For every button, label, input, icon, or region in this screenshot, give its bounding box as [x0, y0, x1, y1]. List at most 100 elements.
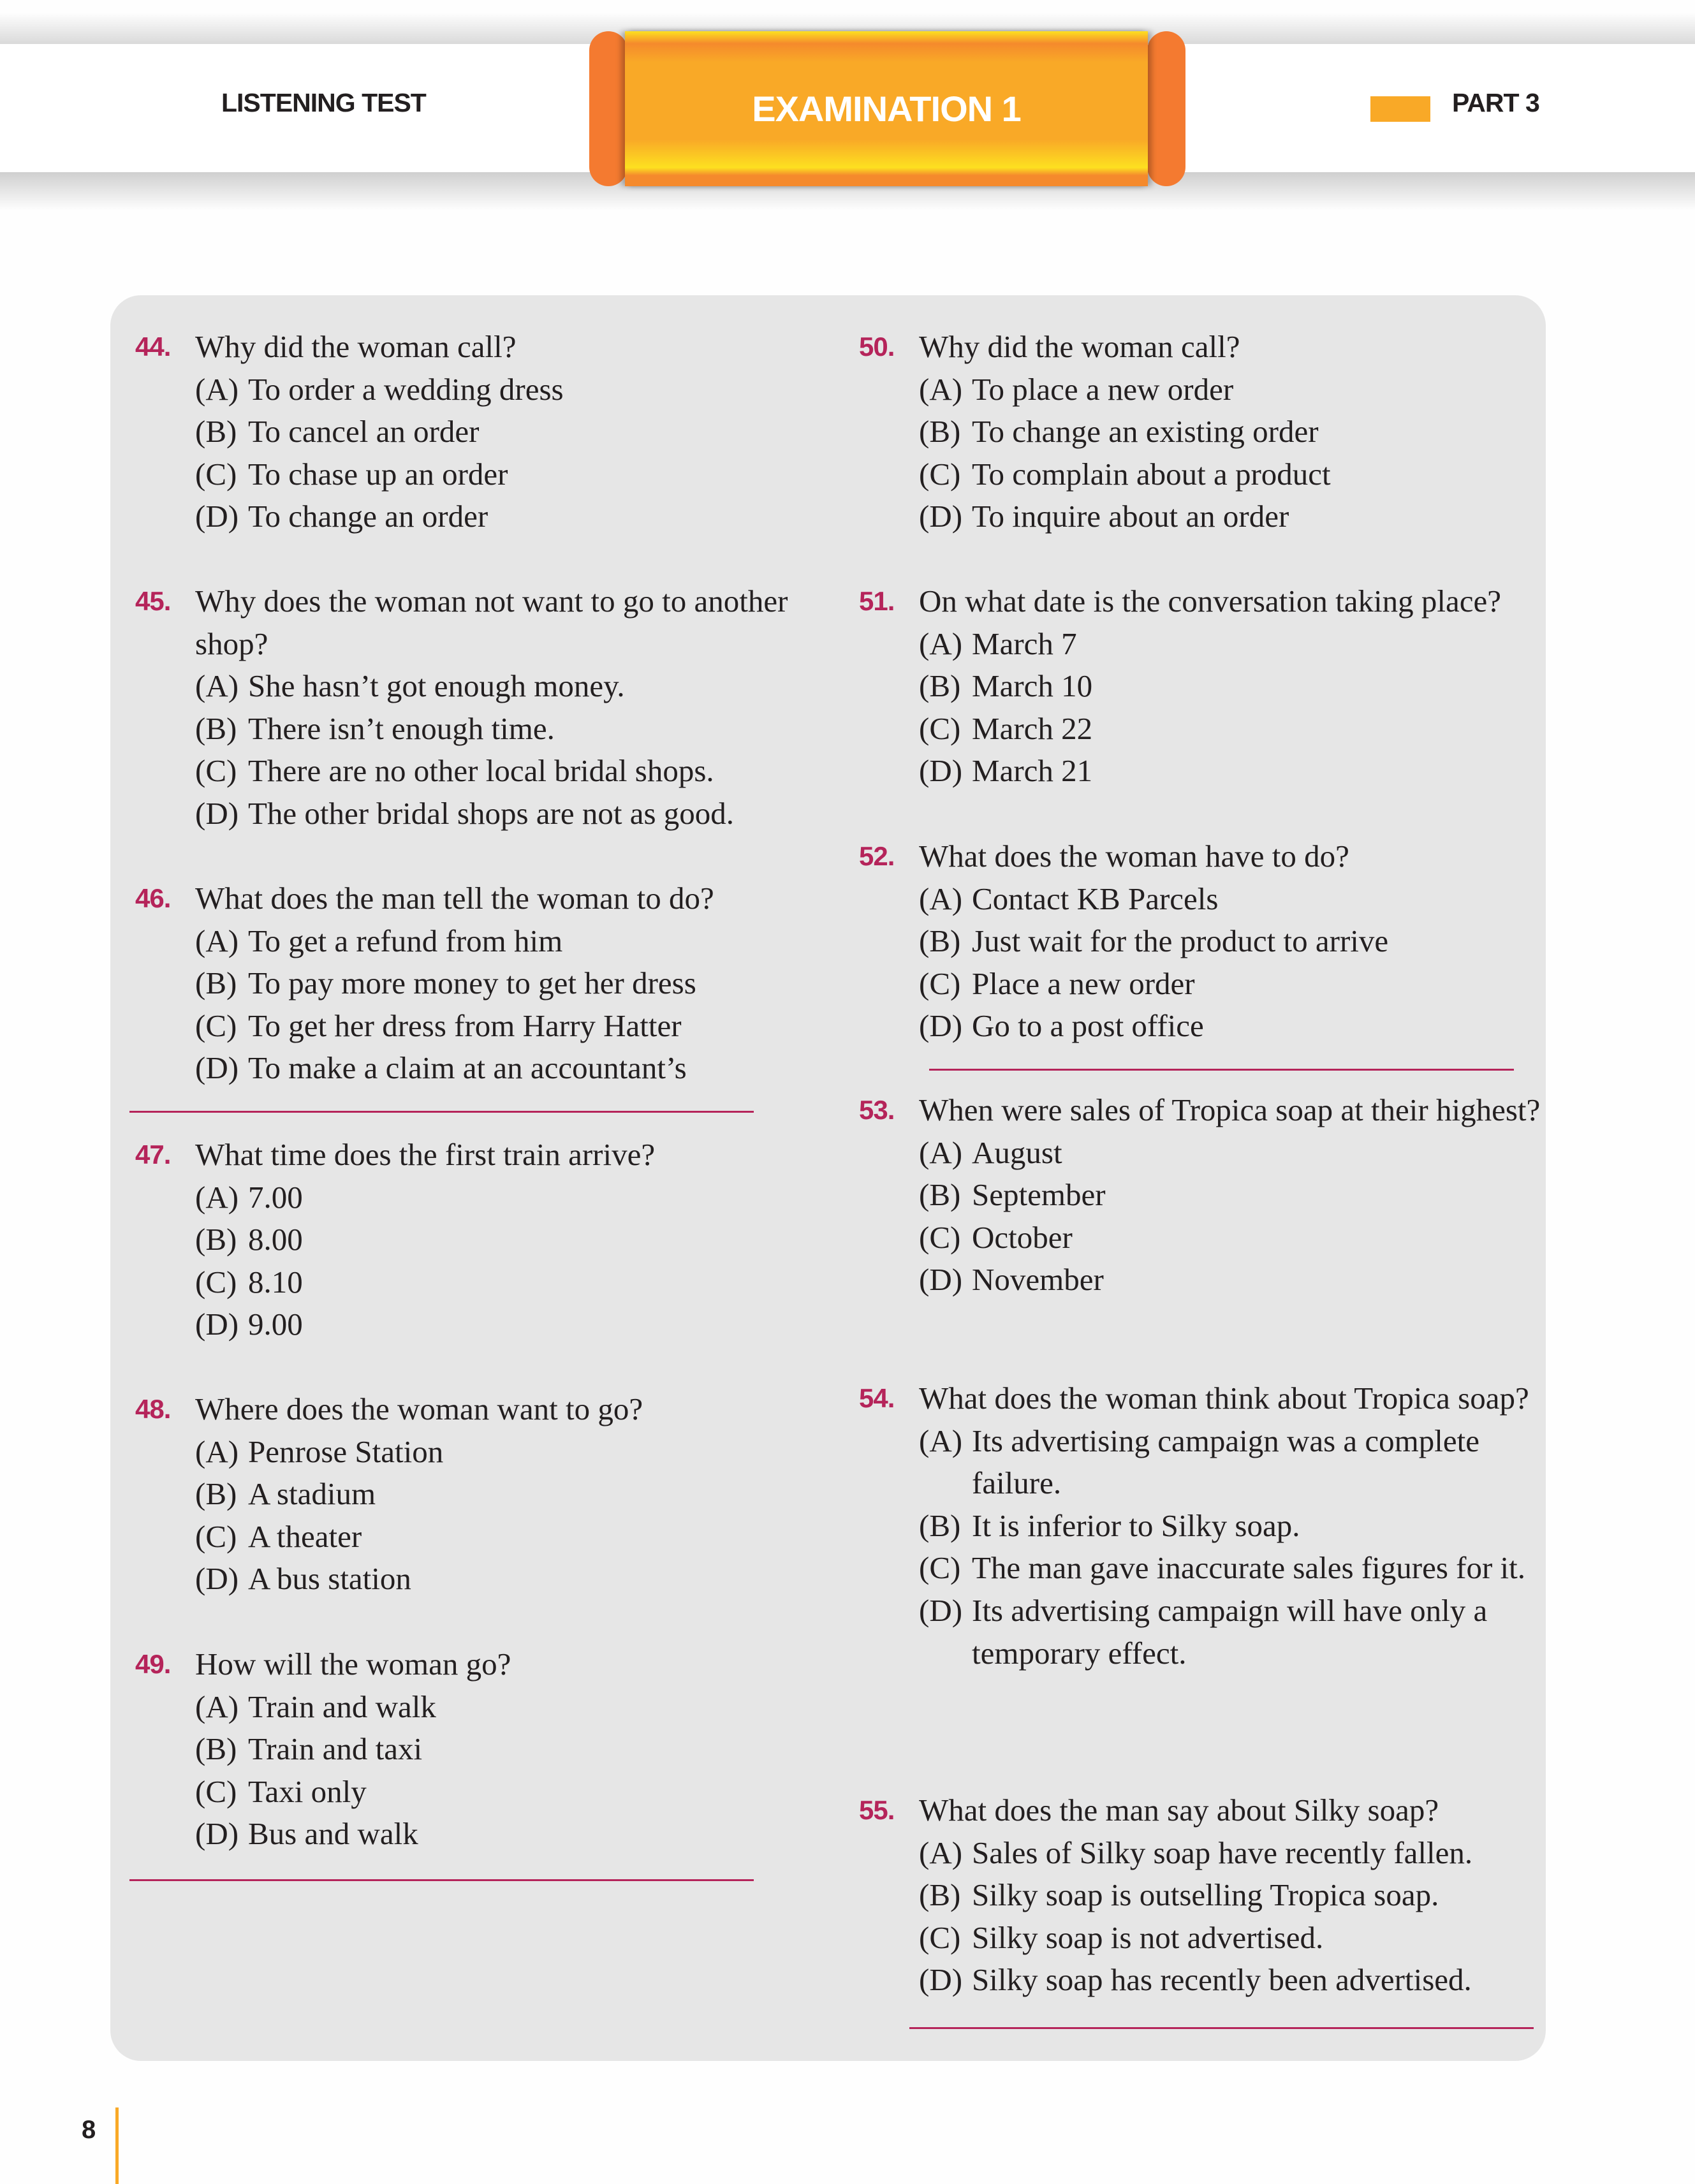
question-text: Why does the woman not want to go to ano… — [195, 583, 788, 661]
answer-option: (A) August — [919, 1132, 1548, 1175]
question-stem: 51. On what date is the conversation taki… — [859, 580, 1548, 623]
option-letter: (A) — [919, 1134, 963, 1170]
option-text: To chase up an order — [248, 456, 508, 492]
answer-option: (A) Its advertising campaign was a comple… — [919, 1420, 1548, 1505]
option-letter: (B) — [919, 668, 961, 704]
option-letter: (C) — [919, 1550, 961, 1586]
option-letter: (C) — [195, 456, 237, 492]
option-letter: (A) — [919, 1835, 963, 1870]
option-letter: (B) — [919, 1177, 961, 1213]
question-46: 46. What does the man tell the woman to d… — [135, 877, 830, 1090]
header-part: PART 3 — [1452, 88, 1540, 117]
question-text: On what date is the conversation taking … — [919, 583, 1501, 619]
option-letter: (B) — [919, 414, 961, 450]
option-letter: (D) — [195, 795, 239, 831]
option-text: March 21 — [972, 753, 1093, 789]
option-letter: (D) — [919, 1592, 963, 1628]
option-text: There isn’t enough time. — [248, 710, 555, 746]
option-text: September — [972, 1177, 1106, 1213]
answer-option: (D) March 21 — [919, 750, 1548, 793]
question-stem: 46. What does the man tell the woman to d… — [135, 877, 830, 920]
question-text: When were sales of Tropica soap at their… — [919, 1092, 1541, 1127]
option-letter: (B) — [195, 965, 237, 1001]
option-letter: (D) — [919, 753, 963, 789]
page-number-bar — [115, 2107, 119, 2184]
answer-option: (B) March 10 — [919, 665, 1548, 708]
answer-option: (C) To chase up an order — [195, 453, 830, 496]
question-49: 49. How will the woman go? (A) Train and wa… — [135, 1643, 830, 1856]
divider — [929, 1069, 1514, 1071]
part-marker — [1370, 96, 1430, 122]
answer-option: (C) Taxi only — [195, 1771, 830, 1814]
option-text: Go to a post office — [972, 1008, 1204, 1044]
option-text: November — [972, 1262, 1104, 1298]
option-letter: (D) — [195, 1307, 239, 1342]
option-letter: (D) — [919, 1008, 963, 1044]
option-text: A bus station — [248, 1561, 411, 1597]
answer-option: (A) March 7 — [919, 623, 1548, 666]
option-letter: (A) — [195, 1433, 239, 1469]
option-letter: (A) — [195, 1689, 239, 1724]
answer-option: (C) To complain about a product — [919, 453, 1548, 496]
answer-option: (B) Just wait for the product to arrive — [919, 920, 1548, 963]
question-text: Why did the woman call? — [919, 329, 1240, 364]
answer-option: (D) To make a claim at an accountant’s — [195, 1047, 830, 1090]
answer-option: (B) A stadium — [195, 1473, 830, 1516]
question-47: 47. What time does the first train arrive… — [135, 1134, 830, 1346]
option-text: A theater — [248, 1518, 362, 1554]
question-stem: 47. What time does the first train arrive… — [135, 1134, 830, 1176]
option-letter: (B) — [195, 1731, 237, 1767]
question-number: 52. — [859, 841, 895, 871]
answer-option: (C) Silky soap is not advertised. — [919, 1917, 1548, 1960]
answer-option: (D) The other bridal shops are not as goo… — [195, 793, 830, 835]
option-letter: (C) — [919, 710, 961, 746]
answer-option: (B) There isn’t enough time. — [195, 708, 830, 751]
option-letter: (C) — [195, 1518, 237, 1554]
option-text: 8.00 — [248, 1222, 303, 1257]
option-text: Train and walk — [248, 1689, 436, 1724]
question-stem: 53. When were sales of Tropica soap at th… — [859, 1089, 1548, 1132]
option-text: Sales of Silky soap have recently fallen… — [972, 1835, 1473, 1870]
option-text: She hasn’t got enough money. — [248, 668, 625, 704]
option-letter: (D) — [919, 499, 963, 534]
option-text: To change an order — [248, 499, 488, 534]
question-number: 48. — [135, 1394, 171, 1424]
option-letter: (C) — [919, 965, 961, 1001]
header-left-title: LISTENING TEST — [221, 88, 427, 117]
option-text: Train and taxi — [248, 1731, 423, 1767]
answer-option: (D) To change an order — [195, 495, 830, 538]
option-text: Its advertising campaign was a complete … — [972, 1423, 1479, 1501]
answer-option: (A) Train and walk — [195, 1686, 830, 1729]
option-text: Bus and walk — [248, 1816, 418, 1852]
answer-option: (D) November — [919, 1259, 1548, 1301]
option-text: Just wait for the product to arrive — [972, 923, 1389, 959]
question-number: 44. — [135, 332, 171, 362]
divider — [129, 1879, 754, 1881]
option-letter: (D) — [919, 1962, 963, 1998]
option-letter: (A) — [919, 626, 963, 661]
answer-option: (B) 8.00 — [195, 1219, 830, 1261]
option-text: To make a claim at an accountant’s — [248, 1050, 687, 1086]
answer-option: (D) 9.00 — [195, 1303, 830, 1346]
questions-panel — [110, 295, 1546, 2061]
question-53: 53. When were sales of Tropica soap at th… — [859, 1089, 1548, 1301]
option-letter: (C) — [919, 1919, 961, 1955]
question-text: What does the man say about Silky soap? — [919, 1792, 1439, 1828]
option-text: Silky soap is outselling Tropica soap. — [972, 1877, 1439, 1913]
option-letter: (B) — [195, 1222, 237, 1257]
answer-option: (C) To get her dress from Harry Hatter — [195, 1005, 830, 1048]
question-stem: 45. Why does the woman not want to go to … — [135, 580, 830, 665]
answer-option: (B) To cancel an order — [195, 411, 830, 453]
answer-option: (D) Bus and walk — [195, 1813, 830, 1856]
ribbon-fold-right — [1147, 31, 1185, 186]
option-text: There are no other local bridal shops. — [248, 753, 714, 789]
question-text: What does the man tell the woman to do? — [195, 881, 714, 916]
option-text: It is inferior to Silky soap. — [972, 1507, 1300, 1543]
answer-option: (B) It is inferior to Silky soap. — [919, 1505, 1548, 1548]
option-letter: (C) — [195, 1773, 237, 1809]
option-text: August — [972, 1134, 1062, 1170]
answer-option: (D) Its advertising campaign will have on… — [919, 1590, 1548, 1675]
option-letter: (C) — [195, 1008, 237, 1043]
option-text: 8.10 — [248, 1264, 303, 1300]
option-letter: (B) — [195, 414, 237, 450]
